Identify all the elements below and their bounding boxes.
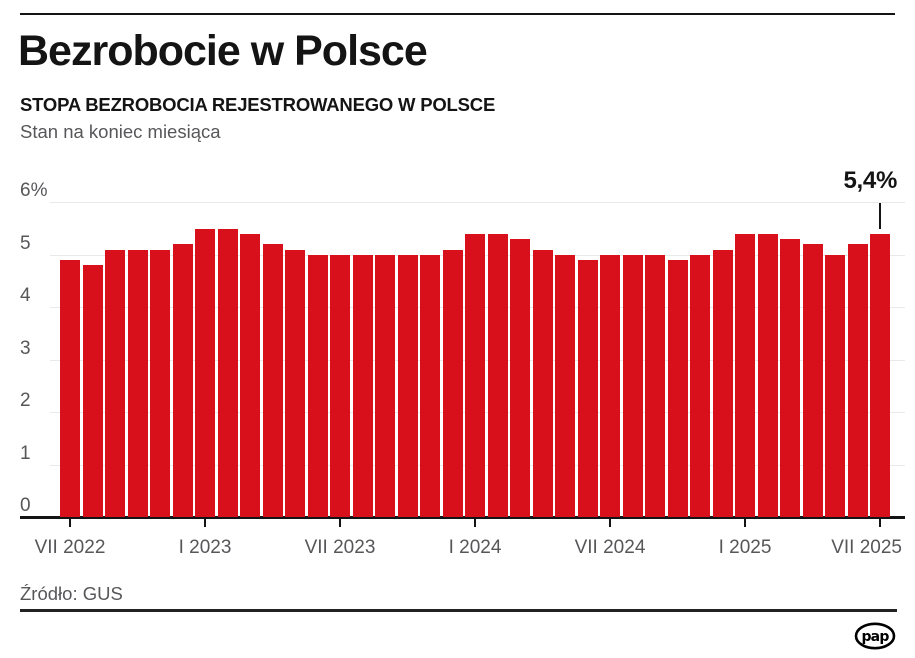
- bar-ii-2025: [757, 233, 778, 517]
- bar-x-2022: [127, 249, 148, 517]
- bar-iv-2023: [262, 244, 283, 517]
- bar-viii-2022: [82, 265, 103, 517]
- bar-viii-2023: [352, 254, 373, 517]
- bar-ii-2024: [487, 233, 508, 517]
- x-axis-tick: [339, 518, 341, 527]
- bar-viii-2024: [622, 254, 643, 517]
- bar-x-2023: [397, 254, 418, 517]
- bottom-rule: [20, 609, 897, 612]
- bar-vii-2024: [600, 254, 620, 517]
- x-axis-label: VII 2023: [304, 537, 376, 558]
- bar-xi-2023: [420, 254, 440, 517]
- x-axis-tick: [744, 518, 746, 527]
- bar-iv-2025: [802, 244, 823, 517]
- bar-i-2024: [465, 233, 485, 517]
- pap-logo: pap: [854, 622, 896, 650]
- bar-xi-2024: [690, 254, 710, 517]
- chart-dek: Stan na koniec miesiąca: [20, 121, 221, 142]
- bar-v-2023: [285, 249, 305, 517]
- bar-iv-2024: [532, 249, 553, 517]
- y-axis-label: 1: [20, 442, 31, 464]
- bar-iii-2024: [510, 239, 530, 517]
- x-axis-label: VII 2022: [34, 537, 106, 558]
- y-axis-label: 3: [20, 337, 31, 359]
- bar-vii-2025: [870, 233, 890, 517]
- bar-vii-2022: [60, 259, 80, 517]
- bar-x-2024: [667, 259, 688, 517]
- bar-v-2025: [825, 254, 845, 517]
- bar-xii-2024: [712, 249, 733, 517]
- bar-iii-2023: [240, 233, 260, 517]
- source-note: Źródło: GUS: [20, 583, 123, 604]
- bar-vi-2023: [307, 254, 328, 517]
- pap-logo-oval: [854, 622, 896, 650]
- bar-i-2023: [195, 228, 215, 517]
- annotation-value: 5,4%: [843, 167, 897, 194]
- bar-ix-2022: [105, 249, 125, 517]
- bar-xi-2022: [150, 249, 170, 517]
- bar-vii-2023: [330, 254, 350, 517]
- y-axis-label: 4: [20, 285, 31, 307]
- x-axis-tick: [609, 518, 611, 527]
- bar-xii-2023: [442, 249, 463, 517]
- bar-xii-2022: [172, 244, 193, 517]
- y-axis-label: 2: [20, 390, 31, 412]
- bar-vi-2024: [577, 259, 598, 517]
- bar-ii-2023: [217, 228, 238, 517]
- bar-ix-2023: [375, 254, 395, 517]
- bar-iii-2025: [780, 239, 800, 517]
- bar-i-2025: [735, 233, 755, 517]
- x-axis-line: [20, 516, 905, 519]
- bar-v-2024: [555, 254, 575, 517]
- y-axis-label: 0: [20, 495, 31, 516]
- annotation-pointer-line: [879, 203, 881, 229]
- x-axis-tick: [204, 518, 206, 527]
- x-axis-label: I 2025: [718, 537, 772, 558]
- chart-subtitle: STOPA BEZROBOCIA REJESTROWANEGO W POLSCE: [20, 94, 496, 115]
- x-axis-label: VII 2024: [574, 537, 646, 558]
- gridline-6: [50, 202, 905, 204]
- page-title: Bezrobocie w Polsce: [18, 27, 428, 75]
- x-axis-label: VII 2025: [831, 537, 902, 558]
- bar-ix-2024: [645, 254, 665, 517]
- x-axis-tick: [474, 518, 476, 527]
- y-axis-label: 6%: [20, 180, 48, 202]
- bar-vi-2025: [847, 244, 868, 517]
- y-axis-label: 5: [20, 232, 31, 254]
- x-axis-label: I 2023: [178, 537, 232, 558]
- pap-logo-text: pap: [861, 629, 889, 645]
- top-rule: [20, 13, 895, 15]
- x-axis-tick: [879, 518, 881, 527]
- x-axis-tick: [69, 518, 71, 527]
- x-axis-label: I 2024: [448, 537, 502, 558]
